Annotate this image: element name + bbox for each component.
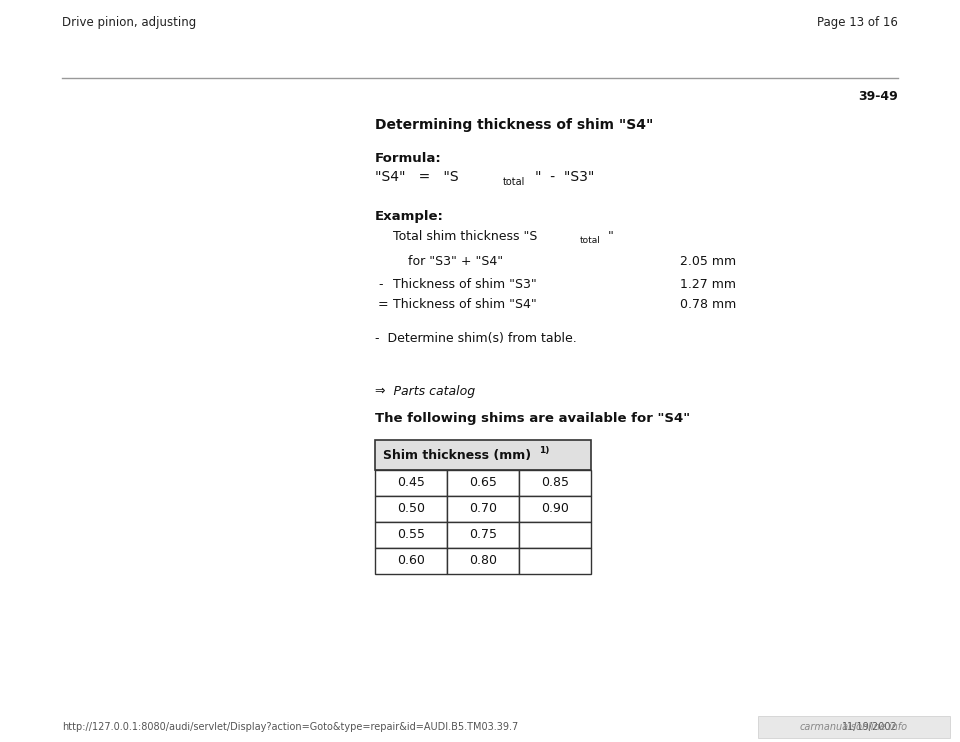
Text: -: -	[378, 278, 382, 291]
Bar	[447, 522, 519, 548]
Text: http://127.0.0.1:8080/audi/servlet/Display?action=Goto&type=repair&id=AUDI.B5.TM: http://127.0.0.1:8080/audi/servlet/Displ…	[62, 722, 518, 732]
Bar	[519, 470, 591, 496]
Bar	[375, 548, 447, 574]
Text: 0.55: 0.55	[397, 528, 425, 542]
Text: 0.90: 0.90	[541, 502, 569, 516]
Text: 0.75: 0.75	[469, 528, 497, 542]
Text: 11/19/2002: 11/19/2002	[842, 722, 898, 732]
Text: Formula:: Formula:	[375, 152, 442, 165]
Text: "S4"   =   "S: "S4" = "S	[375, 170, 459, 184]
Text: 0.70: 0.70	[469, 502, 497, 516]
Bar	[519, 522, 591, 548]
Text: =: =	[378, 298, 389, 311]
Text: -  Determine shim(s) from table.: - Determine shim(s) from table.	[375, 332, 577, 345]
Text: 1.27 mm: 1.27 mm	[680, 278, 736, 291]
Bar	[375, 522, 447, 548]
Text: Total shim thickness "S: Total shim thickness "S	[393, 230, 538, 243]
Bar	[519, 496, 591, 522]
Bar	[375, 470, 447, 496]
Text: 0.60: 0.60	[397, 554, 425, 568]
Text: 0.45: 0.45	[397, 476, 425, 490]
Text: total: total	[580, 236, 601, 245]
Text: 0.78 mm: 0.78 mm	[680, 298, 736, 311]
Text: 1): 1)	[539, 445, 549, 455]
Text: 0.85: 0.85	[541, 476, 569, 490]
Text: "  -  "S3": " - "S3"	[535, 170, 594, 184]
Text: The following shims are available for "S4": The following shims are available for "S…	[375, 412, 690, 425]
Bar	[375, 496, 447, 522]
Bar	[447, 470, 519, 496]
Bar	[447, 496, 519, 522]
Text: 0.80: 0.80	[469, 554, 497, 568]
Text: carmanualsonline.info: carmanualsonline.info	[800, 722, 908, 732]
Bar	[375, 440, 591, 470]
Text: Determining thickness of shim "S4": Determining thickness of shim "S4"	[375, 118, 654, 132]
Text: Drive pinion, adjusting: Drive pinion, adjusting	[62, 16, 196, 29]
Text: ⇒  Parts catalog: ⇒ Parts catalog	[375, 385, 475, 398]
Text: Page 13 of 16: Page 13 of 16	[817, 16, 898, 29]
Bar	[758, 716, 950, 738]
Text: 2.05 mm: 2.05 mm	[680, 255, 736, 268]
Bar	[519, 548, 591, 574]
Text: Example:: Example:	[375, 210, 444, 223]
Bar	[447, 548, 519, 574]
Text: total: total	[503, 177, 525, 187]
Text: 0.65: 0.65	[469, 476, 497, 490]
Text: for "S3" + "S4": for "S3" + "S4"	[408, 255, 503, 268]
Text: Shim thickness (mm): Shim thickness (mm)	[383, 448, 531, 462]
Text: 39-49: 39-49	[858, 90, 898, 103]
Text: ": "	[608, 230, 613, 243]
Text: 0.50: 0.50	[397, 502, 425, 516]
Text: Thickness of shim "S3": Thickness of shim "S3"	[393, 278, 537, 291]
Text: Thickness of shim "S4": Thickness of shim "S4"	[393, 298, 537, 311]
